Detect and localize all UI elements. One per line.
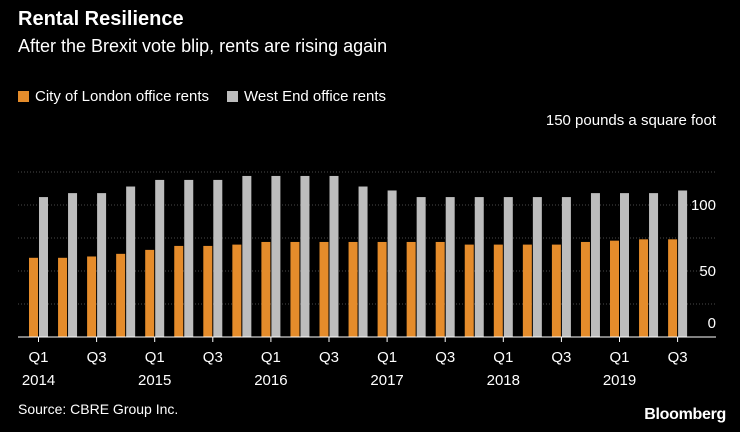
bar-westend — [445, 197, 455, 337]
bar-city — [551, 244, 561, 337]
x-tick-label-quarter: Q1 — [145, 349, 165, 366]
bar-city — [580, 241, 590, 337]
bar-city — [668, 239, 678, 337]
x-tick-label-quarter: Q1 — [377, 349, 397, 366]
bar-westend — [503, 197, 513, 337]
chart-title: Rental Resilience — [18, 8, 184, 30]
bar-westend — [184, 179, 194, 337]
bar-westend — [242, 175, 252, 337]
bar-city — [87, 256, 97, 337]
bar-city — [610, 240, 619, 337]
bar-westend — [126, 186, 136, 337]
chart-subtitle: After the Brexit vote blip, rents are ri… — [18, 36, 388, 56]
x-tick-label-quarter: Q3 — [87, 349, 107, 366]
source-note: Source: CBRE Group Inc. — [18, 401, 179, 417]
bar-city — [639, 239, 649, 337]
bar-westend — [590, 193, 600, 337]
bar-city — [232, 244, 242, 337]
bar-westend — [271, 175, 281, 337]
bar-westend — [213, 179, 223, 337]
bar-city — [145, 249, 155, 337]
bar-westend — [68, 193, 78, 337]
bar-westend — [620, 193, 629, 337]
y-tick-label: 100 — [691, 197, 716, 214]
x-tick-label-quarter: Q1 — [609, 349, 629, 366]
legend-swatch-city — [18, 91, 29, 102]
x-tick-label-quarter: Q1 — [493, 349, 513, 366]
bar-westend — [532, 197, 542, 337]
bar-westend — [387, 190, 397, 337]
bloomberg-logo: Bloomberg — [644, 406, 726, 423]
bar-city — [348, 241, 358, 337]
bar-westend — [300, 175, 310, 337]
bar-city — [435, 241, 445, 337]
x-tick-label-year: 2014 — [22, 372, 55, 389]
bar-westend — [678, 190, 688, 337]
legend: City of London office rents West End off… — [18, 88, 404, 105]
x-tick-label-quarter: Q3 — [668, 349, 688, 366]
y-tick-label: 50 — [699, 263, 716, 280]
x-tick-label-quarter: Q3 — [435, 349, 455, 366]
x-tick-label-quarter: Q3 — [203, 349, 223, 366]
legend-item-city: City of London office rents — [18, 88, 209, 105]
bar-city — [203, 245, 213, 337]
legend-label-city: City of London office rents — [35, 88, 209, 105]
bar-city — [319, 241, 329, 337]
bar-westend — [358, 186, 368, 337]
bar-city — [522, 244, 532, 337]
x-tick-label-year: 2015 — [138, 372, 171, 389]
bar-city — [464, 244, 474, 337]
bar-city — [58, 257, 68, 337]
bar-city — [116, 253, 126, 337]
x-tick-label-year: 2016 — [254, 372, 287, 389]
bar-westend — [561, 197, 571, 337]
x-tick-label-quarter: Q1 — [28, 349, 48, 366]
x-tick-label-quarter: Q3 — [551, 349, 571, 366]
bar-city — [290, 241, 300, 337]
bar-city — [406, 241, 416, 337]
legend-swatch-westend — [227, 91, 238, 102]
x-tick-label-year: 2017 — [370, 372, 403, 389]
bar-city — [29, 257, 38, 337]
legend-label-westend: West End office rents — [244, 88, 387, 105]
bar-westend — [649, 193, 659, 337]
bar-city — [493, 244, 503, 337]
x-tick-label-year: 2018 — [487, 372, 520, 389]
x-tick-label-year: 2019 — [603, 372, 636, 389]
bar-city — [261, 241, 271, 337]
bar-westend — [39, 197, 48, 337]
legend-item-westend: West End office rents — [227, 88, 386, 105]
bar-westend — [97, 193, 107, 337]
bar-westend — [329, 175, 339, 337]
y-axis-unit-label: 150 pounds a square foot — [545, 112, 716, 129]
x-tick-label-quarter: Q1 — [261, 349, 281, 366]
bar-city — [174, 245, 184, 337]
bar-westend — [416, 197, 426, 337]
bar-westend — [474, 197, 484, 337]
bar-westend — [155, 179, 165, 337]
y-tick-label: 0 — [708, 315, 716, 332]
x-tick-label-quarter: Q3 — [319, 349, 339, 366]
bar-city — [377, 241, 387, 337]
